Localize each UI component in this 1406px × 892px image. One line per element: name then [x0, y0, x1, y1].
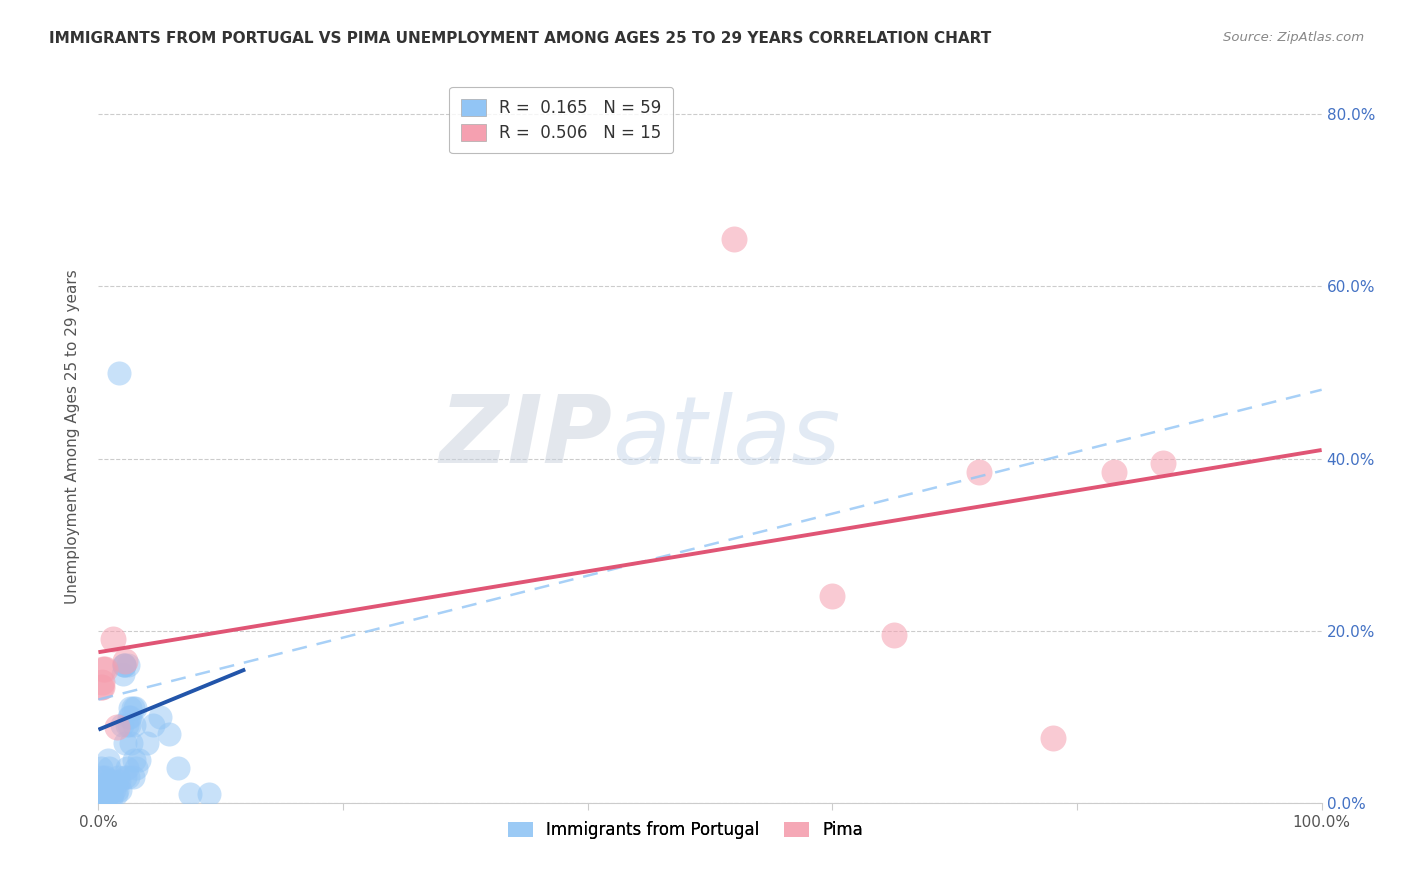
Point	[107, 770, 129, 784]
Point	[90, 761, 112, 775]
Point	[114, 654, 136, 668]
Point	[883, 628, 905, 642]
Point	[167, 761, 190, 775]
Point	[101, 787, 124, 801]
Point	[120, 710, 142, 724]
Point	[111, 666, 134, 681]
Point	[120, 701, 142, 715]
Point	[124, 701, 146, 715]
Point	[100, 791, 122, 805]
Point	[115, 761, 138, 775]
Point	[125, 761, 148, 775]
Point	[1152, 456, 1174, 470]
Point	[101, 774, 124, 789]
Point	[121, 701, 143, 715]
Point	[136, 735, 159, 749]
Point	[1102, 465, 1125, 479]
Point	[149, 710, 172, 724]
Text: ZIP: ZIP	[439, 391, 612, 483]
Point	[100, 783, 122, 797]
Point	[94, 787, 117, 801]
Point	[157, 727, 180, 741]
Point	[90, 680, 112, 694]
Point	[89, 774, 111, 789]
Point	[118, 710, 141, 724]
Point	[93, 662, 115, 676]
Point	[97, 787, 120, 801]
Point	[105, 783, 128, 797]
Legend: Immigrants from Portugal, Pima: Immigrants from Portugal, Pima	[501, 814, 870, 846]
Point	[89, 783, 111, 797]
Y-axis label: Unemployment Among Ages 25 to 29 years: Unemployment Among Ages 25 to 29 years	[65, 269, 80, 605]
Point	[117, 770, 139, 784]
Point	[91, 770, 114, 784]
Point	[118, 718, 141, 732]
Point	[142, 718, 165, 732]
Point	[112, 658, 135, 673]
Point	[90, 779, 112, 793]
Point	[108, 774, 131, 789]
Point	[128, 753, 150, 767]
Point	[91, 680, 114, 694]
Point	[122, 753, 145, 767]
Point	[103, 783, 125, 797]
Point	[91, 787, 114, 801]
Point	[179, 787, 201, 801]
Point	[114, 735, 136, 749]
Point	[110, 783, 132, 797]
Point	[1042, 731, 1064, 746]
Point	[98, 761, 121, 775]
Point	[112, 658, 135, 673]
Point	[121, 770, 143, 784]
Point	[723, 232, 745, 246]
Point	[111, 718, 134, 732]
Point	[91, 662, 114, 676]
Point	[112, 658, 135, 673]
Point	[98, 774, 121, 789]
Text: Source: ZipAtlas.com: Source: ZipAtlas.com	[1223, 31, 1364, 45]
Point	[101, 632, 124, 647]
Point	[821, 589, 844, 603]
Point	[122, 718, 145, 732]
Point	[967, 465, 990, 479]
Point	[105, 720, 128, 734]
Point	[117, 658, 139, 673]
Point	[94, 779, 117, 793]
Point	[108, 366, 131, 380]
Point	[114, 770, 136, 784]
Point	[120, 735, 142, 749]
Point	[97, 753, 120, 767]
Point	[93, 787, 115, 801]
Point	[91, 779, 114, 793]
Text: atlas: atlas	[612, 392, 841, 483]
Point	[96, 789, 118, 803]
Point	[197, 787, 219, 801]
Point	[91, 675, 114, 690]
Point	[115, 718, 138, 732]
Point	[96, 779, 118, 793]
Text: IMMIGRANTS FROM PORTUGAL VS PIMA UNEMPLOYMENT AMONG AGES 25 TO 29 YEARS CORRELAT: IMMIGRANTS FROM PORTUGAL VS PIMA UNEMPLO…	[49, 31, 991, 46]
Point	[104, 787, 127, 801]
Point	[91, 789, 114, 803]
Point	[93, 770, 115, 784]
